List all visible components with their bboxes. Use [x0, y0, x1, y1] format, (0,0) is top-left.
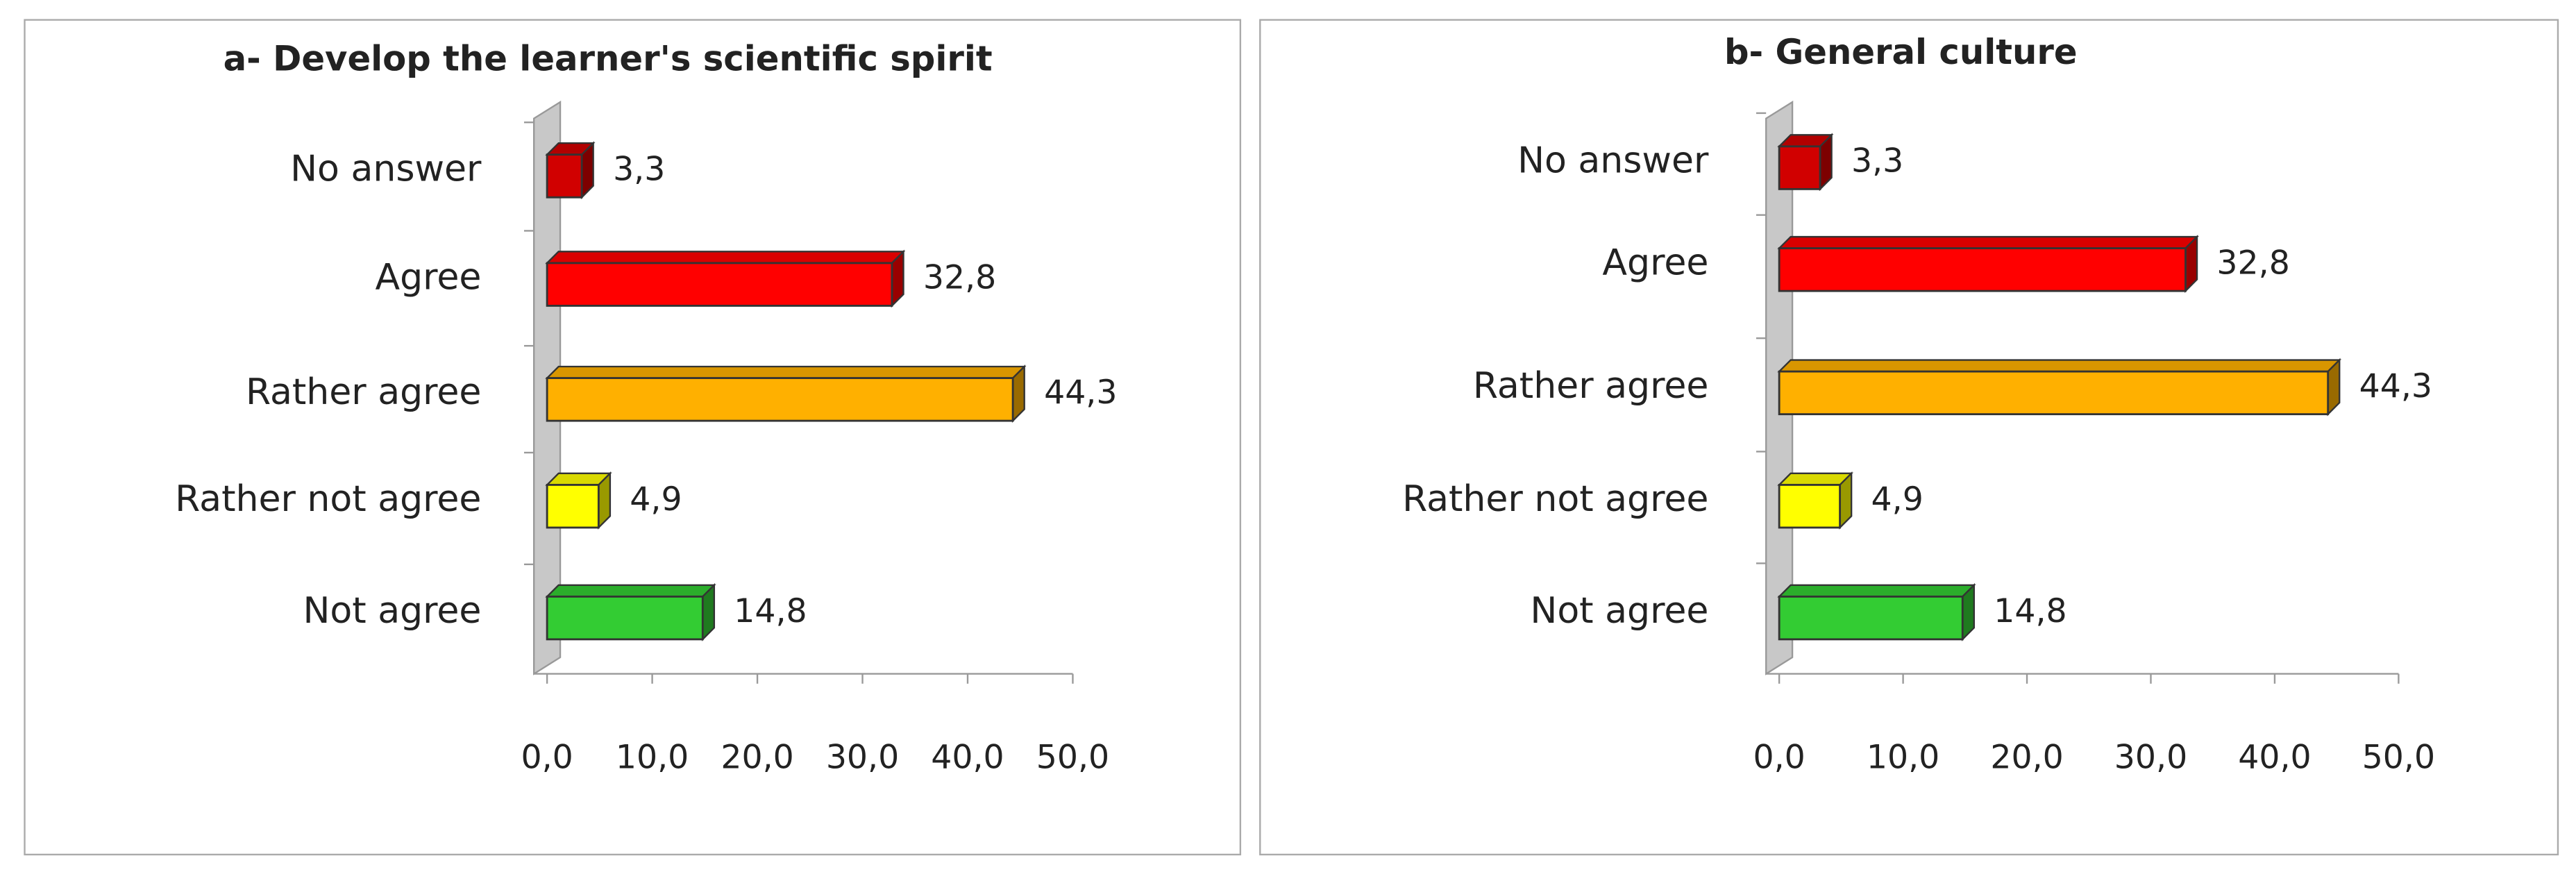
- bar-front: [546, 595, 704, 641]
- value-label: 14,8: [1994, 592, 2066, 630]
- x-tick-label: 30,0: [2114, 739, 2187, 777]
- x-tick-label: 50,0: [2362, 739, 2435, 777]
- bar: [545, 582, 716, 641]
- y-tick-label: Rather not agree: [175, 478, 481, 520]
- bar-top: [1777, 584, 1976, 598]
- bar-front: [546, 153, 583, 199]
- bar-front: [546, 262, 893, 307]
- bar: [545, 141, 596, 200]
- value-label: 3,3: [1851, 142, 1903, 181]
- bar: [545, 249, 906, 308]
- bar-top: [1777, 235, 2199, 249]
- bar-top: [545, 365, 1027, 379]
- chart-title: a- Develop the learner's scientific spir…: [224, 38, 993, 78]
- bar-top: [545, 251, 906, 265]
- y-tick-label: Agree: [1602, 242, 1708, 283]
- value-label: 4,9: [1871, 480, 1923, 519]
- panel-frame: [1259, 19, 2559, 856]
- y-tick-label: Agree: [375, 257, 481, 299]
- bar-front: [1778, 370, 2330, 416]
- x-tick-label: 10,0: [1867, 739, 1939, 777]
- value-label: 14,8: [734, 592, 807, 630]
- value-label: 4,9: [630, 480, 682, 519]
- bar-top: [1777, 359, 2342, 373]
- chart-title: b- General culture: [1724, 32, 2078, 72]
- value-label: 32,8: [923, 259, 996, 297]
- y-tick-label: No answer: [1517, 140, 1709, 182]
- x-tick-label: 30,0: [826, 739, 899, 777]
- bar-front: [1778, 145, 1821, 190]
- y-tick-label: No answer: [290, 148, 482, 190]
- bar: [1777, 235, 2199, 293]
- bar-top: [545, 584, 716, 598]
- x-tick-label: 50,0: [1036, 739, 1109, 777]
- value-label: 44,3: [1044, 374, 1117, 412]
- bar-front: [546, 377, 1014, 422]
- x-tick-label: 0,0: [521, 739, 573, 777]
- bar-front: [1778, 595, 1964, 641]
- bar-front: [1778, 483, 1842, 529]
- y-tick-label: Not agree: [303, 590, 481, 632]
- x-tick-label: 20,0: [721, 739, 793, 777]
- bar: [1777, 133, 1834, 192]
- panel-frame: [24, 19, 1242, 856]
- y-tick-label: Rather agree: [246, 371, 482, 413]
- x-tick-label: 10,0: [616, 739, 689, 777]
- bar: [545, 471, 612, 530]
- value-label: 44,3: [2359, 367, 2432, 405]
- x-tick-label: 0,0: [1753, 739, 1805, 777]
- x-tick-label: 40,0: [2238, 739, 2311, 777]
- bar: [1777, 358, 2342, 417]
- bar: [1777, 582, 1976, 641]
- y-tick-label: Rather agree: [1473, 365, 1708, 407]
- value-label: 3,3: [613, 150, 665, 188]
- x-tick-label: 20,0: [1990, 739, 2063, 777]
- y-tick-label: Not agree: [1530, 590, 1708, 632]
- bar: [1777, 471, 1854, 530]
- bar-front: [546, 483, 600, 529]
- value-label: 32,8: [2216, 244, 2289, 282]
- y-tick-label: Rather not agree: [1402, 478, 1708, 520]
- x-tick-label: 40,0: [931, 739, 1004, 777]
- bar: [545, 364, 1027, 423]
- bar-front: [1778, 247, 2187, 292]
